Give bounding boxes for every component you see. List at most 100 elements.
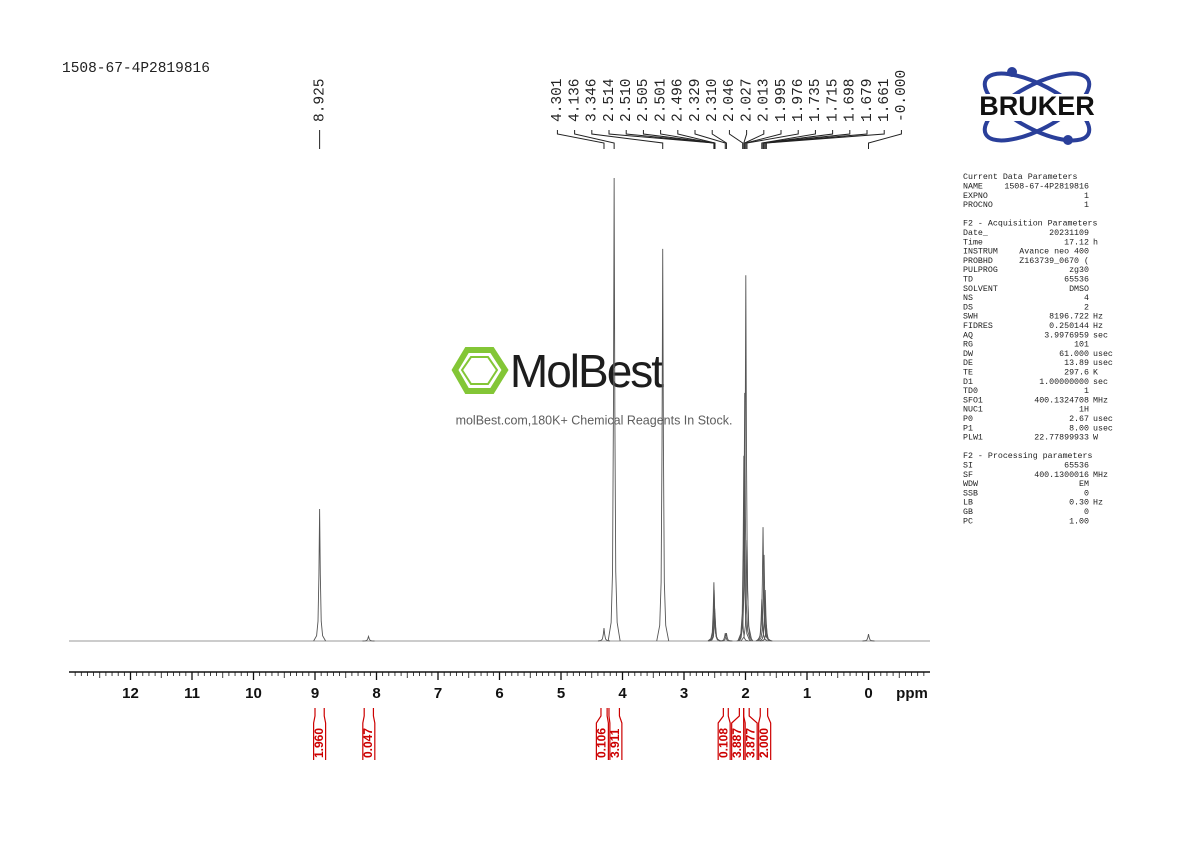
param-value: 1.00 — [1069, 517, 1089, 526]
integral-bracket — [313, 708, 316, 760]
logo-orbit — [982, 71, 1092, 143]
integral-bracket — [595, 708, 602, 760]
param-name: NUC1 — [963, 406, 983, 415]
integral-bracket — [758, 708, 761, 760]
peak — [737, 455, 751, 642]
peak — [362, 634, 375, 642]
param-value: EM — [1079, 480, 1089, 489]
param-unit: Hz — [1093, 313, 1103, 322]
param-value: Z163739_0670 ( — [1019, 256, 1089, 266]
param-value: 61.000 — [1059, 350, 1089, 359]
peak-leader — [746, 130, 799, 149]
peak — [313, 509, 327, 642]
x-tick-label: 7 — [434, 685, 442, 702]
param-value: 1.00000000 — [1039, 378, 1089, 387]
bruker-logo: BRUKER — [958, 67, 1116, 145]
param-name: PC — [963, 517, 973, 526]
param-name: LB — [963, 499, 973, 508]
integral-bracket — [748, 708, 758, 760]
sample-name: 1508-67-4P2819816 — [62, 61, 210, 77]
peak-label: 2.501 — [653, 78, 669, 122]
peak-leader — [694, 130, 726, 149]
param-unit: Hz — [1093, 322, 1103, 331]
x-tick-label: 3 — [680, 685, 688, 702]
param-value: 3.9976959 — [1044, 331, 1089, 340]
param-name: NS — [963, 294, 973, 303]
param-name: P0 — [963, 415, 973, 424]
x-axis-label: ppm — [896, 685, 928, 702]
param-value: 8.00 — [1069, 424, 1089, 433]
integral-label: 3.911 — [608, 728, 622, 758]
param-value: 0.30 — [1069, 499, 1089, 508]
peak-label: 2.514 — [602, 78, 618, 122]
param-value: 13.89 — [1064, 359, 1089, 368]
peak — [607, 177, 621, 642]
integral-bracket — [323, 708, 327, 760]
param-name: RG — [963, 341, 973, 350]
peak — [597, 627, 611, 642]
x-tick-label: 11 — [184, 685, 200, 702]
param-name: DS — [963, 303, 973, 312]
peak-leader — [762, 130, 834, 149]
peak-label: 1.735 — [808, 78, 824, 122]
peak-label: 4.301 — [550, 78, 566, 122]
param-heading: F2 - Processing parameters — [963, 451, 1092, 461]
param-value: 101 — [1074, 341, 1089, 350]
param-value: 65536 — [1064, 461, 1089, 470]
integral-bracket — [372, 708, 376, 760]
param-value: 65536 — [1064, 275, 1089, 284]
param-name: Date_ — [963, 229, 988, 238]
param-value: 22.77899933 — [1034, 434, 1089, 443]
peak-label: 1.995 — [774, 78, 790, 122]
param-value: 17.12 — [1064, 238, 1089, 247]
logo-dot — [1007, 67, 1017, 77]
param-unit: sec — [1093, 331, 1108, 340]
param-value: 0 — [1084, 489, 1089, 498]
param-name: SOLVENT — [963, 285, 998, 294]
param-heading: Current Data Parameters — [963, 173, 1078, 182]
peak-leader — [556, 130, 605, 149]
peak-label: 4.136 — [567, 78, 583, 122]
peak-leader — [591, 130, 664, 149]
param-name: SI — [963, 461, 973, 470]
param-name: SSB — [963, 489, 978, 498]
param-name: FIDRES — [963, 322, 993, 331]
peak-leader — [868, 130, 902, 149]
watermark-brand: MolBest — [510, 345, 664, 397]
integral-bracket — [743, 708, 746, 760]
param-name: NAME — [963, 182, 983, 191]
peak-label: 1.661 — [877, 78, 893, 122]
param-unit: usec — [1093, 415, 1113, 424]
integral-label: 0.106 — [595, 728, 609, 758]
peak-leader — [677, 130, 716, 149]
x-tick-label: 4 — [618, 685, 627, 702]
param-value: 400.1300016 — [1034, 471, 1089, 480]
logo-dot — [1063, 135, 1073, 145]
logo-text: BRUKER — [979, 91, 1095, 121]
param-name: PROBHD — [963, 257, 993, 266]
peak-label: 8.925 — [312, 78, 328, 122]
param-value: 1H — [1079, 406, 1089, 415]
peak-label: 1.679 — [860, 78, 876, 122]
peak — [760, 624, 773, 642]
param-name: TD — [963, 275, 973, 284]
param-unit: usec — [1093, 359, 1113, 368]
peak — [862, 633, 875, 642]
peak-label: 3.346 — [585, 78, 601, 122]
x-tick-label: 6 — [495, 685, 503, 702]
peak-leader — [743, 130, 748, 149]
integral-bracket — [717, 708, 724, 760]
param-value: 1 — [1084, 387, 1089, 396]
watermark: MolBest molBest.com,180K+ Chemical Reage… — [451, 345, 732, 427]
peak — [708, 613, 722, 642]
peak-leader — [574, 130, 615, 149]
param-name: TD0 — [963, 387, 978, 396]
peak-leader — [744, 130, 765, 149]
integral-bracket — [731, 708, 740, 760]
param-name: Time — [963, 237, 983, 247]
peak-label: 2.510 — [619, 78, 635, 122]
param-unit: h — [1093, 237, 1098, 247]
integral-bracket — [767, 708, 772, 760]
logo-backdrop — [958, 94, 1116, 121]
